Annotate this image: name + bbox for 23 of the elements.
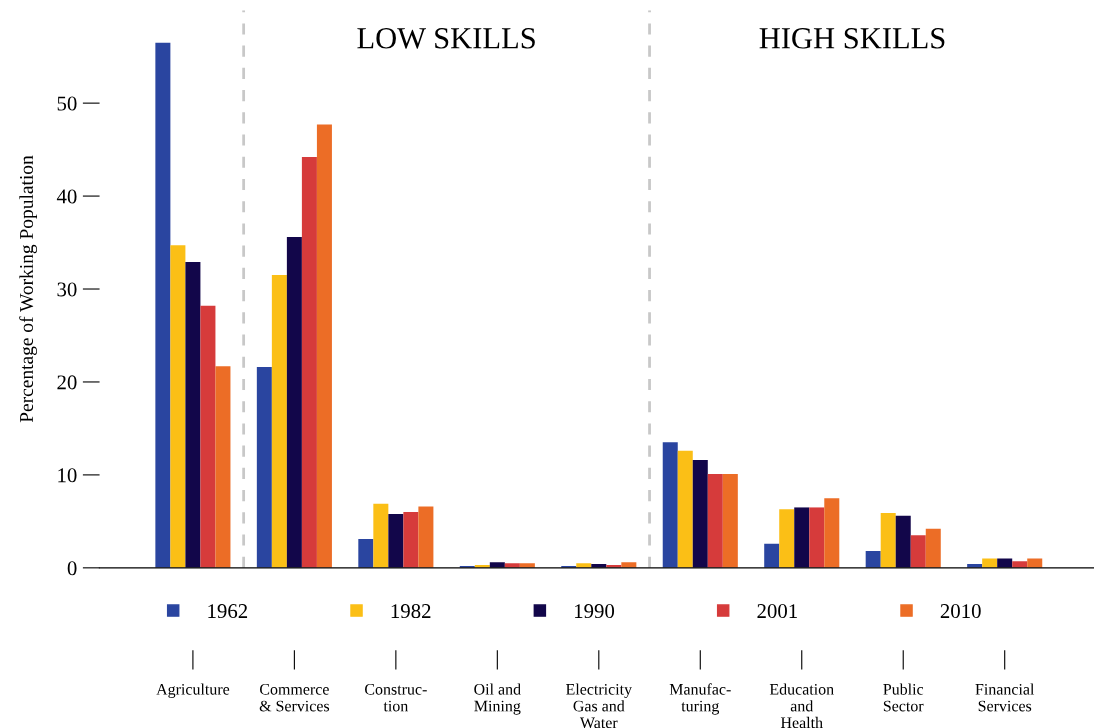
x-tick-label: Oil and Mining	[474, 683, 521, 715]
y-tick-label: 20	[57, 375, 77, 390]
legend-label: 2010	[940, 604, 981, 619]
legend-label: 1962	[208, 604, 248, 619]
y-tick-label: 10	[58, 468, 77, 483]
legend-label: 2001	[757, 604, 797, 619]
y-axis-title: Percentage of Working Population	[19, 155, 38, 423]
legend-label: 1982	[391, 604, 431, 619]
x-tick-label: Agriculture	[156, 683, 230, 698]
y-tick-label: 40	[56, 189, 77, 204]
x-tick-label: Electricity Gas and Water	[566, 683, 632, 728]
annotation: HIGH SKILLS	[759, 28, 945, 49]
x-tick-label: Manufac- turing	[669, 683, 731, 715]
y-tick-label: 30	[57, 282, 77, 297]
legend-label: 1990	[575, 604, 615, 619]
x-tick-label: Construc- tion	[365, 683, 427, 712]
annotation: LOW SKILLS	[357, 28, 535, 49]
y-tick-label: 0	[67, 561, 77, 576]
x-tick-label: Financial Services	[975, 683, 1035, 712]
x-tick-label: Public Sector	[883, 683, 924, 712]
x-tick-label: Commerce & Services	[259, 683, 330, 712]
x-tick-label: Education and Health	[769, 683, 834, 728]
y-tick-label: 50	[57, 96, 77, 111]
